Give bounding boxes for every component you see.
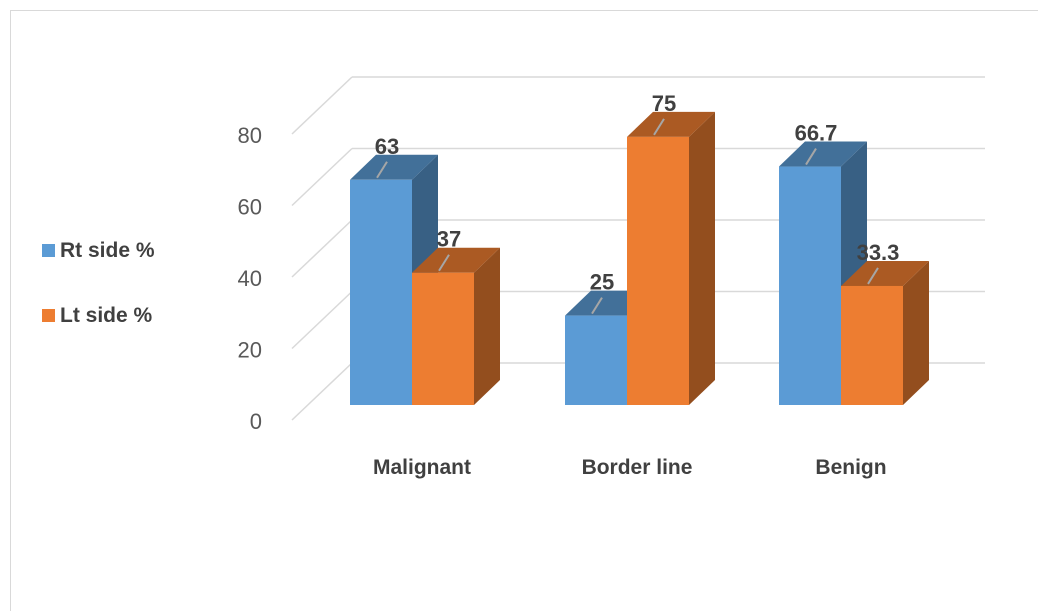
bar: [841, 260, 929, 405]
category-label: Benign: [815, 456, 886, 479]
legend-swatch-rt-side: [42, 244, 55, 257]
chart-border: [10, 10, 1038, 611]
category-label: Border line: [582, 456, 693, 479]
bars: [350, 111, 929, 406]
y-axis-ticks: 0 20 40 60 80: [238, 123, 262, 434]
y-tick-label: 80: [238, 123, 262, 148]
y-tick-label: 40: [238, 266, 262, 291]
data-label: 66.7: [795, 121, 838, 146]
x-axis-categories: Malignant Border line Benign: [373, 456, 887, 479]
bar: [350, 154, 438, 405]
bar: [412, 247, 500, 405]
legend-label-rt-side: Rt side %: [60, 239, 155, 262]
gridline: [291, 76, 985, 135]
data-label: 33.3: [857, 240, 900, 265]
legend-swatch-lt-side: [42, 309, 55, 322]
legend: Rt side % Lt side %: [42, 239, 155, 327]
y-tick-label: 20: [238, 338, 262, 363]
y-tick-label: 0: [250, 409, 262, 434]
y-tick-label: 60: [238, 195, 262, 220]
legend-label-lt-side: Lt side %: [60, 304, 153, 327]
data-label: 37: [437, 227, 461, 252]
data-label: 25: [590, 270, 614, 295]
data-label: 63: [375, 134, 399, 159]
data-label: 75: [652, 91, 676, 116]
bar: [627, 111, 715, 405]
category-label: Malignant: [373, 456, 471, 479]
data-labels: 63 25 66.7 37 75 33.3: [375, 91, 900, 295]
